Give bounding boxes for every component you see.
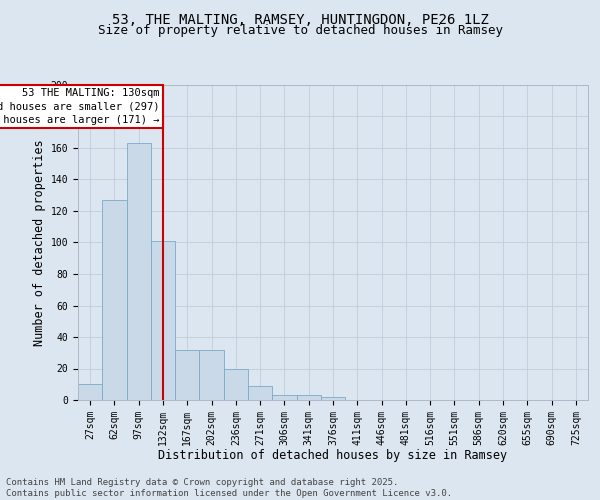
Text: Size of property relative to detached houses in Ramsey: Size of property relative to detached ho… [97,24,503,37]
Bar [175,350,199,400]
Bar [321,397,345,400]
Bar [102,200,127,400]
X-axis label: Distribution of detached houses by size in Ramsey: Distribution of detached houses by size … [158,449,508,462]
Bar [78,384,102,400]
Text: 53, THE MALTING, RAMSEY, HUNTINGDON, PE26 1LZ: 53, THE MALTING, RAMSEY, HUNTINGDON, PE2… [112,12,488,26]
Bar [248,386,272,400]
Bar [272,396,296,400]
Bar [199,350,224,400]
Bar [151,241,175,400]
Bar [224,368,248,400]
Bar [296,396,321,400]
Y-axis label: Number of detached properties: Number of detached properties [34,139,46,346]
Bar [127,144,151,400]
Text: 53 THE MALTING: 130sqm
← 63% of detached houses are smaller (297)
37% of semi-de: 53 THE MALTING: 130sqm ← 63% of detached… [0,88,160,124]
Text: Contains HM Land Registry data © Crown copyright and database right 2025.
Contai: Contains HM Land Registry data © Crown c… [6,478,452,498]
